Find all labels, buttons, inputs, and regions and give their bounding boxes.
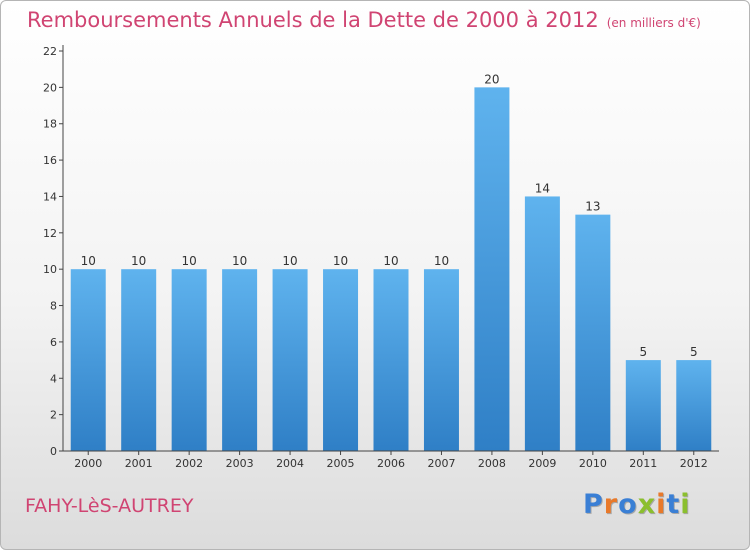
logo-letter: t <box>666 489 681 520</box>
x-tick-label: 2008 <box>478 457 506 470</box>
x-tick-label: 2002 <box>175 457 203 470</box>
x-tick-label: 2010 <box>579 457 607 470</box>
bar-2004 <box>272 269 308 451</box>
bar-2001 <box>121 269 157 451</box>
bar-value-label: 10 <box>131 254 146 268</box>
bar-2008 <box>474 87 510 451</box>
y-tick-label: 22 <box>43 45 57 58</box>
bar-value-label: 10 <box>333 254 348 268</box>
x-tick-label: 2007 <box>427 457 455 470</box>
bar-value-label: 10 <box>282 254 297 268</box>
y-tick-label: 8 <box>50 300 57 313</box>
x-tick-label: 2003 <box>226 457 254 470</box>
axes-group: 0 2 4 6 8 10 12 14 16 18 20 22 2000 2001 2002 2003 2004 2… <box>43 45 719 470</box>
chart-title: Remboursements Annuels de la Dette de 20… <box>27 8 701 32</box>
bar-value-label: 10 <box>383 254 398 268</box>
bar-2005 <box>323 269 359 451</box>
bar-value-label: 13 <box>585 200 600 214</box>
y-tick-label: 6 <box>50 336 57 349</box>
x-tick-label: 2012 <box>680 457 708 470</box>
logo-letter: P <box>583 489 604 520</box>
bar-value-label: 10 <box>232 254 247 268</box>
chart-unit: (en milliers d'€) <box>606 16 701 30</box>
bar-value-label: 5 <box>690 345 698 359</box>
bar-2000 <box>70 269 106 451</box>
bar-2009 <box>524 196 560 451</box>
logo-letter: i <box>656 489 667 520</box>
y-tick-label: 14 <box>43 190 57 203</box>
x-tick-label: 2001 <box>125 457 153 470</box>
bars-group: 10 10 10 10 10 10 10 10 20 14 13 5 5 <box>70 72 712 451</box>
logo-letter: x <box>637 489 657 520</box>
proxiti-logo: Proxiti <box>583 489 691 520</box>
bar-2003 <box>222 269 258 451</box>
y-tick-label: 10 <box>43 263 57 276</box>
y-tick-label: 4 <box>50 372 57 385</box>
bar-value-label: 10 <box>81 254 96 268</box>
bar-value-label: 10 <box>182 254 197 268</box>
chart-title-text: Remboursements Annuels de la Dette de 20… <box>27 8 599 32</box>
bar-value-label: 20 <box>484 72 499 86</box>
y-tick-label: 0 <box>50 445 57 458</box>
logo-letter: o <box>618 489 638 520</box>
y-tick-label: 18 <box>43 118 57 131</box>
bar-2010 <box>575 214 611 451</box>
bar-value-label: 14 <box>535 181 550 195</box>
commune-name: FAHY-LèS-AUTREY <box>25 495 194 517</box>
bar-value-label: 10 <box>434 254 449 268</box>
bar-value-label: 5 <box>639 345 647 359</box>
y-tick-label: 20 <box>43 81 57 94</box>
bar-2011 <box>625 360 661 451</box>
x-tick-label: 2006 <box>377 457 405 470</box>
bar-2002 <box>171 269 207 451</box>
x-tick-label: 2005 <box>327 457 355 470</box>
bar-2012 <box>676 360 712 451</box>
x-tick-label: 2009 <box>528 457 556 470</box>
logo-letter: i <box>680 489 691 520</box>
y-tick-label: 2 <box>50 409 57 422</box>
bar-2006 <box>373 269 409 451</box>
x-tick-label: 2011 <box>629 457 657 470</box>
y-tick-label: 16 <box>43 154 57 167</box>
x-tick-label: 2004 <box>276 457 304 470</box>
bar-2007 <box>423 269 459 451</box>
logo-letter: r <box>603 489 619 520</box>
x-tick-label: 2000 <box>74 457 102 470</box>
y-tick-label: 12 <box>43 227 57 240</box>
